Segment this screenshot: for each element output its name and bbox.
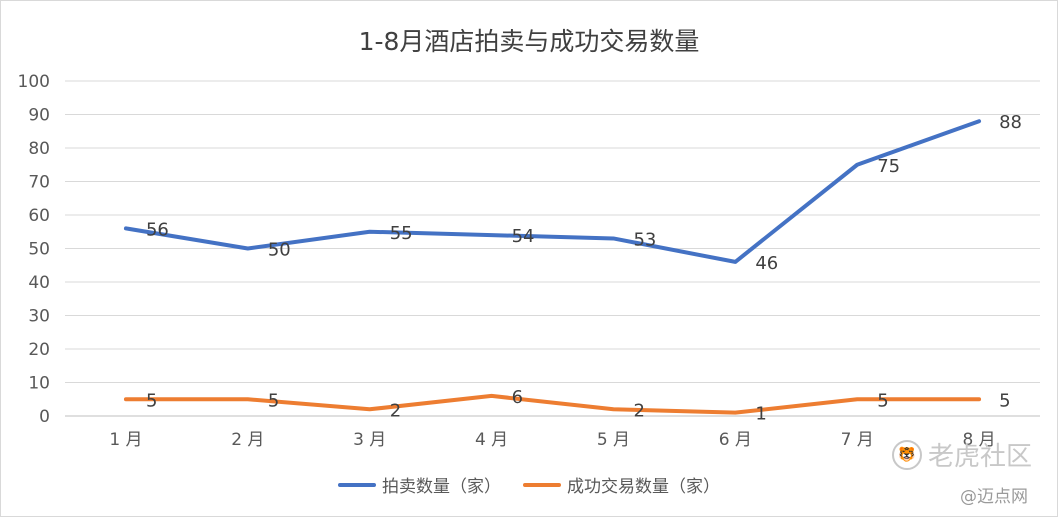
data-label: 2 bbox=[390, 400, 401, 421]
legend-label-success: 成功交易数量（家） bbox=[567, 477, 720, 497]
x-tick-label: 7 月 bbox=[841, 430, 874, 450]
x-tick-label: 1 月 bbox=[109, 430, 142, 450]
data-label: 75 bbox=[877, 156, 900, 177]
x-tick-label: 4 月 bbox=[475, 430, 508, 450]
y-tick-label: 30 bbox=[28, 307, 50, 327]
data-label: 5 bbox=[999, 390, 1010, 411]
x-tick-label: 6 月 bbox=[719, 430, 752, 450]
x-tick-label: 2 月 bbox=[231, 430, 264, 450]
tiger-icon: 🐯 bbox=[892, 439, 922, 470]
x-tick-label: 8 月 bbox=[962, 430, 995, 450]
legend-label-auction: 拍卖数量（家） bbox=[382, 477, 501, 497]
legend-swatch-success bbox=[523, 482, 561, 487]
legend-item-success[interactable]: 成功交易数量（家） bbox=[523, 472, 720, 497]
series-lines bbox=[123, 119, 982, 415]
y-tick-label: 0 bbox=[39, 407, 50, 427]
data-label: 56 bbox=[146, 219, 169, 240]
y-tick-label: 80 bbox=[28, 139, 50, 159]
y-tick-label: 10 bbox=[28, 374, 50, 394]
data-label: 5 bbox=[146, 390, 157, 411]
y-tick-label: 60 bbox=[28, 206, 50, 226]
y-tick-label: 90 bbox=[28, 106, 50, 126]
x-tick-label: 3 月 bbox=[353, 430, 386, 450]
data-label: 55 bbox=[390, 223, 413, 244]
chart-title: 1-8月酒店拍卖与成功交易数量 bbox=[358, 27, 700, 56]
y-tick-label: 40 bbox=[28, 273, 50, 293]
legend-item-auction[interactable]: 拍卖数量（家） bbox=[338, 472, 501, 497]
data-label: 46 bbox=[755, 253, 778, 274]
gridlines bbox=[65, 80, 1040, 417]
data-label: 53 bbox=[633, 229, 656, 250]
y-tick-label: 50 bbox=[28, 240, 50, 260]
series-line-0[interactable] bbox=[123, 119, 982, 264]
data-label: 6 bbox=[512, 387, 523, 408]
watermark-sub-text: @迈点网 bbox=[960, 487, 1028, 507]
x-tick-label: 5 月 bbox=[597, 430, 630, 450]
y-axis-ticks: 0 10 20 30 40 50 60 70 80 90 100 bbox=[18, 72, 50, 427]
x-axis-ticks: 1 月 2 月 3 月 4 月 5 月 6 月 7 月 8 月 bbox=[109, 430, 995, 450]
y-tick-label: 100 bbox=[18, 72, 50, 92]
watermark-main-text: 老虎社区 bbox=[928, 442, 1033, 472]
data-label: 54 bbox=[512, 226, 535, 247]
y-tick-label: 70 bbox=[28, 173, 50, 193]
watermark-logo: 🐯 老虎社区 bbox=[892, 436, 1032, 473]
data-label: 1 bbox=[755, 404, 766, 425]
data-label: 50 bbox=[268, 240, 291, 261]
data-label: 5 bbox=[877, 390, 888, 411]
data-label: 5 bbox=[268, 390, 279, 411]
y-tick-label: 20 bbox=[28, 340, 50, 360]
data-label: 2 bbox=[633, 400, 644, 421]
legend: 拍卖数量（家） 成功交易数量（家） bbox=[0, 472, 1058, 497]
series-line-1[interactable] bbox=[123, 393, 982, 415]
data-label: 88 bbox=[999, 112, 1022, 133]
legend-swatch-auction bbox=[338, 482, 376, 487]
